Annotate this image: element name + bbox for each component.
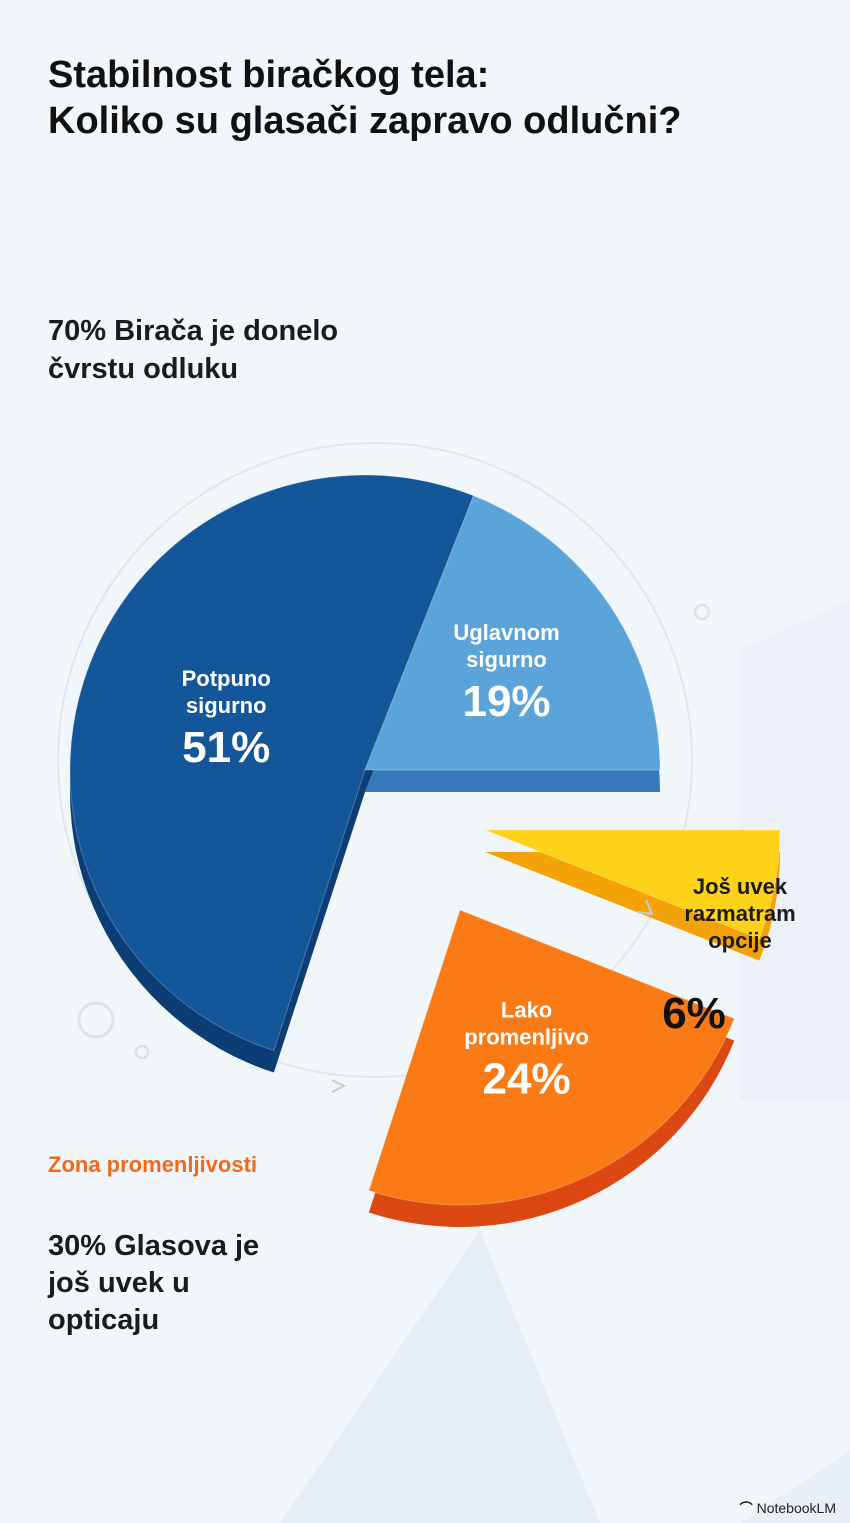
pie-slice-face <box>368 909 735 1206</box>
pie-slice-face <box>364 495 661 771</box>
pie-slice-fully-sure <box>69 474 475 1073</box>
slice-label-still-considering: razmatram <box>684 901 795 926</box>
notebooklm-logo-icon: ⌒ <box>739 1501 753 1516</box>
decided-line-1: 70% Birača je donelo <box>48 315 339 347</box>
title-line-1: Stabilnost biračkog tela: <box>48 54 490 96</box>
slice-value-mostly-sure: 19% <box>462 677 550 726</box>
pie-slice-mostly-sure <box>364 495 661 792</box>
brand-footer: ⌒ NotebookLM <box>740 1498 836 1517</box>
slice-label-still-considering: opcije <box>708 928 772 953</box>
title-line-2: Koliko su glasači zapravo odlučni? <box>48 100 682 142</box>
slice-label-mostly-sure: sigurno <box>466 647 547 672</box>
undecided-line-3: opticaju <box>48 1304 160 1336</box>
slice-label-easily-changeable: Lako <box>501 997 552 1022</box>
slice-label-still-considering: Još uvek <box>693 874 788 899</box>
brand-name: NotebookLM <box>756 1499 836 1516</box>
decided-voters-heading: 70% Birača je donelo čvrstu odluku <box>48 312 468 388</box>
undecided-voters-heading: 30% Glasova je još uvek u opticaju <box>48 1228 348 1339</box>
guide-arrow-right <box>637 899 654 916</box>
pie-slice-easily-changeable <box>368 909 735 1227</box>
slice-label-fully-sure: Potpuno <box>182 666 271 691</box>
slice-label-mostly-sure: Uglavnom <box>453 620 559 645</box>
decor-circle <box>693 603 711 621</box>
slice-label-easily-changeable: promenljivo <box>464 1024 589 1049</box>
pie-slice-face <box>484 829 781 940</box>
page-title: Stabilnost biračkog tela: Koliko su glas… <box>48 52 828 144</box>
chart-guide-ring <box>57 442 693 1078</box>
decided-line-2: čvrstu odluku <box>48 353 239 385</box>
guide-arrow-bottom <box>331 1079 347 1093</box>
pie-slice-face <box>69 474 475 1052</box>
decor-circle <box>77 1001 115 1039</box>
slice-label-fully-sure: sigurno <box>186 693 267 718</box>
undecided-line-2: još uvek u <box>48 1267 190 1299</box>
slice-value-easily-changeable: 24% <box>483 1054 571 1103</box>
slice-value-still-considering: 6% <box>662 989 726 1038</box>
undecided-line-1: 30% Glasova je <box>48 1230 260 1262</box>
pie-slice-still-considering <box>484 829 781 961</box>
decor-circle <box>134 1044 150 1060</box>
volatility-zone-label: Zona promenljivosti <box>48 1152 258 1177</box>
slice-value-fully-sure: 51% <box>182 723 270 772</box>
